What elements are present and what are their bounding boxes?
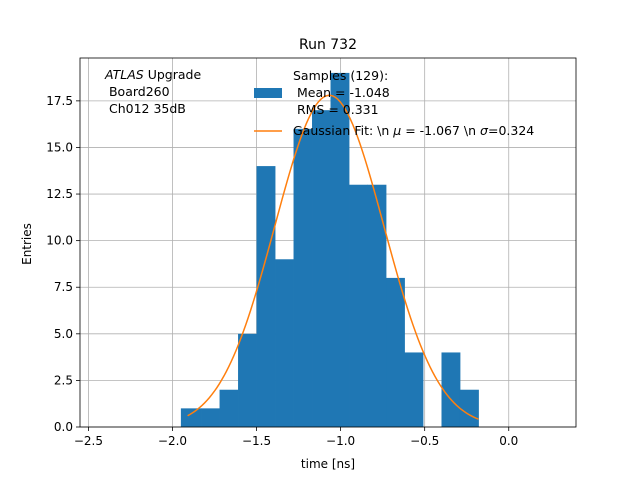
legend-fit-mu-symbol: μ <box>392 123 401 138</box>
annotation-upgrade: Upgrade <box>144 67 202 82</box>
histogram-bar <box>312 110 331 427</box>
legend-fit-mu-value: = -1.067 \n <box>401 123 480 138</box>
histogram-bar <box>459 389 479 427</box>
x-tick-label: −2.0 <box>158 434 187 448</box>
chart-title: Run 732 <box>299 37 357 53</box>
histogram-bar <box>386 277 405 427</box>
y-axis-ticks: 0.0 2.5 5.0 7.5 10.0 12.5 15.0 17.5 <box>46 94 80 434</box>
plot-frame <box>79 57 577 428</box>
legend-fit-prefix: Gaussian Fit: \n <box>293 123 393 138</box>
x-tick-label: −1.5 <box>242 434 271 448</box>
legend-fit-sigma-symbol: σ <box>480 123 489 138</box>
histogram-bar <box>256 166 276 427</box>
legend-hist-line-1: Samples (129): <box>293 68 388 83</box>
annotation-line-1: ATLAS Upgrade <box>104 67 201 82</box>
legend-hist-line-2: Mean = -1.048 <box>293 85 390 100</box>
x-tick-label: −2.5 <box>74 434 103 448</box>
y-tick-label: 0.0 <box>54 420 73 434</box>
gaussian-fit-curve <box>187 94 479 420</box>
legend-fit-sigma-value: =0.324 <box>488 123 534 138</box>
histogram-bar <box>404 352 424 427</box>
histogram-bar <box>367 184 387 427</box>
histogram-bar <box>219 389 239 427</box>
x-tick-label: −0.5 <box>410 434 439 448</box>
x-tick-label: −1.0 <box>326 434 355 448</box>
legend: Samples (129): Mean = -1.048 RMS = 0.331… <box>254 68 534 138</box>
histogram-bar <box>238 333 257 427</box>
histogram-bar <box>180 408 202 427</box>
histogram-bar <box>349 184 368 427</box>
legend-fit-label: Gaussian Fit: \n μ = -1.067 \n σ=0.324 <box>293 123 534 138</box>
y-axis-label: Entries <box>20 223 34 265</box>
x-tick-label: 0.0 <box>499 434 518 448</box>
y-tick-label: 17.5 <box>46 94 73 108</box>
atlas-annotation: ATLAS Upgrade Board260 Ch012 35dB <box>104 67 201 116</box>
y-tick-label: 5.0 <box>54 327 73 341</box>
histogram-bar <box>201 408 220 427</box>
histogram-bar <box>293 128 313 427</box>
y-tick-label: 2.5 <box>54 373 73 387</box>
y-tick-label: 10.0 <box>46 234 73 248</box>
y-tick-label: 12.5 <box>46 187 73 201</box>
legend-hist-swatch <box>254 88 282 98</box>
annotation-atlas: ATLAS <box>104 67 144 82</box>
legend-hist-line-3: RMS = 0.331 <box>293 102 379 117</box>
histogram-bar <box>275 259 294 427</box>
histogram-bar <box>441 352 461 427</box>
annotation-line-2: Board260 <box>105 84 170 99</box>
x-axis-ticks: −2.5 −2.0 −1.5 −1.0 −0.5 0.0 <box>74 427 518 448</box>
y-tick-label: 7.5 <box>54 280 73 294</box>
y-tick-label: 15.0 <box>46 140 73 154</box>
annotation-line-3: Ch012 35dB <box>105 101 186 116</box>
histogram-bar <box>330 72 350 427</box>
x-axis-label: time [ns] <box>301 457 355 471</box>
